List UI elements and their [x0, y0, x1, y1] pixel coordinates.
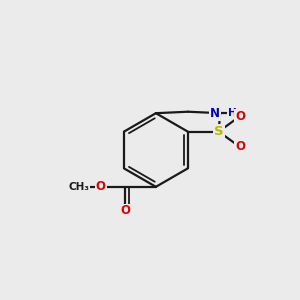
Text: H: H [228, 108, 237, 118]
Text: N: N [210, 107, 220, 120]
Text: O: O [235, 110, 245, 123]
Text: O: O [96, 180, 106, 193]
Text: CH₃: CH₃ [68, 182, 89, 192]
Text: O: O [235, 140, 245, 153]
Text: S: S [214, 125, 224, 138]
Text: O: O [120, 205, 130, 218]
